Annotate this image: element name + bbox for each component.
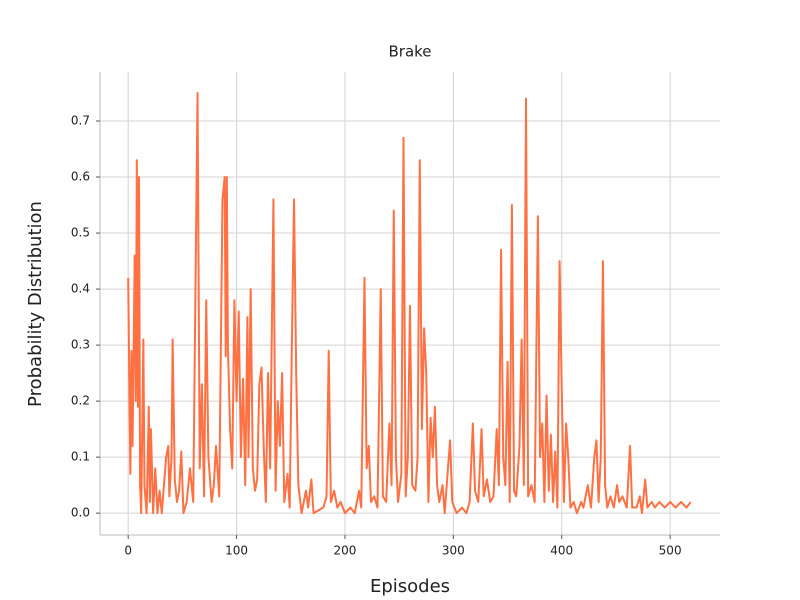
y-tick-label: 0.1 [71,450,90,464]
data-line [127,92,692,515]
y-tick-label: 0.0 [71,506,90,520]
y-tick-label: 0.3 [71,338,90,352]
y-tick-label: 0.2 [71,394,90,408]
y-tick-label: 0.5 [71,226,90,240]
y-tick-label: 0.7 [71,114,90,128]
x-tick-label: 400 [550,544,573,558]
x-tick-label: 100 [225,544,248,558]
x-tick-label: 300 [442,544,465,558]
y-axis-label: Probability Distribution [25,201,46,407]
x-tick-label: 500 [659,544,682,558]
y-tick-label: 0.6 [71,170,90,184]
x-tick-label: 0 [124,544,132,558]
grid [100,72,720,535]
x-tick-label: 200 [334,544,357,558]
y-tick-label: 0.4 [71,282,90,296]
x-axis-label: Episodes [370,576,450,597]
chart-title: Brake [388,43,431,61]
